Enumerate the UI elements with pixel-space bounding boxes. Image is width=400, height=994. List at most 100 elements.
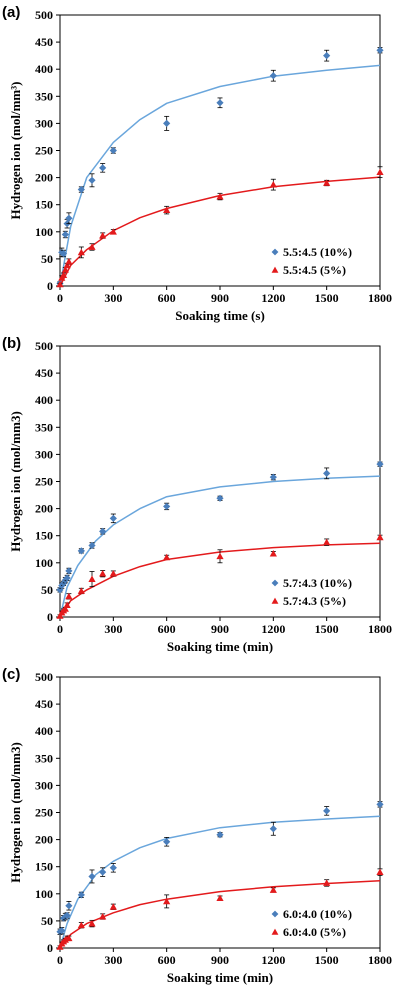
- data-point: [269, 72, 277, 80]
- data-point: [65, 214, 73, 222]
- series-1: [56, 460, 384, 618]
- data-point: [323, 179, 331, 186]
- y-tick-label: 150: [35, 860, 53, 874]
- x-tick-label: 1800: [368, 953, 392, 967]
- legend-entry: 5.7:4.3 (5%): [283, 594, 346, 608]
- data-point: [163, 502, 171, 511]
- data-point: [323, 469, 331, 477]
- data-point: [77, 248, 85, 256]
- panel-label: (b): [2, 335, 21, 352]
- data-point: [323, 538, 331, 546]
- y-tick-label: 300: [35, 778, 53, 792]
- data-point: [63, 261, 71, 269]
- data-point: [163, 897, 171, 905]
- data-point: [109, 514, 117, 522]
- data-point: [99, 570, 107, 577]
- chart-panel-3: (c) 0 50 100 150 200 250 300 350 400 450 500 0 300 600…: [2, 666, 392, 985]
- data-point: [88, 541, 96, 550]
- x-tick-label: 600: [158, 953, 176, 967]
- y-tick-label: 50: [41, 583, 53, 597]
- y-tick-label: 200: [35, 833, 53, 847]
- y-tick-label: 450: [35, 366, 53, 380]
- y-tick-label: 50: [41, 914, 53, 928]
- data-point: [77, 587, 85, 594]
- y-tick-label: 450: [35, 697, 53, 711]
- y-tick-label: 400: [35, 62, 53, 76]
- y-tick-label: 0: [47, 610, 53, 624]
- data-point: [269, 825, 277, 833]
- x-tick-label: 1800: [368, 622, 392, 636]
- data-point: [88, 176, 96, 184]
- data-point: [99, 164, 107, 172]
- data-point: [88, 575, 96, 582]
- y-tick-label: 0: [47, 941, 53, 955]
- x-tick-label: 600: [158, 291, 176, 305]
- y-tick-label: 350: [35, 751, 53, 765]
- fit-curve: [59, 64, 381, 287]
- y-tick-label: 300: [35, 116, 53, 130]
- y-tick-label: 100: [35, 556, 53, 570]
- y-tick-label: 0: [47, 279, 53, 293]
- data-point: [88, 920, 96, 927]
- y-tick-label: 500: [35, 670, 53, 684]
- y-tick-label: 200: [35, 502, 53, 516]
- y-tick-label: 450: [35, 35, 53, 49]
- data-point: [88, 872, 96, 881]
- legend-entry: 6.0:4.0 (10%): [283, 907, 352, 921]
- fit-curve: [59, 475, 381, 618]
- legend-marker: [271, 248, 279, 256]
- data-point: [56, 612, 64, 619]
- data-point: [109, 228, 117, 235]
- y-tick-label: 200: [35, 171, 53, 185]
- legend-entry: 5.7:4.3 (10%): [283, 576, 352, 590]
- series-2: [56, 533, 384, 619]
- data-point: [65, 902, 73, 910]
- legend-marker: [271, 928, 279, 935]
- data-point: [163, 553, 171, 561]
- data-point: [65, 934, 73, 942]
- data-point: [216, 192, 224, 200]
- y-tick-label: 100: [35, 887, 53, 901]
- data-point: [56, 280, 64, 288]
- y-axis-label: Hydrogen ion (mol/mm3): [8, 411, 23, 552]
- data-point: [216, 894, 224, 902]
- y-tick-label: 250: [35, 806, 53, 820]
- data-point: [109, 864, 117, 872]
- fit-curve: [59, 815, 381, 949]
- data-point: [63, 911, 71, 920]
- x-tick-label: 1500: [315, 291, 339, 305]
- data-point: [376, 46, 384, 54]
- y-tick-label: 250: [35, 144, 53, 158]
- y-tick-label: 400: [35, 724, 53, 738]
- data-point: [269, 886, 277, 893]
- chart-panel-1: (a) 0 50 100 150 200 250 300 350 400 450 500 0 300 600…: [2, 4, 392, 323]
- data-point: [88, 243, 96, 250]
- data-point: [376, 460, 384, 468]
- x-tick-label: 0: [57, 622, 63, 636]
- data-point: [376, 800, 384, 808]
- y-tick-label: 350: [35, 89, 53, 103]
- x-tick-label: 600: [158, 622, 176, 636]
- legend-entry: 6.0:4.0 (5%): [283, 925, 346, 939]
- y-tick-label: 250: [35, 475, 53, 489]
- x-tick-label: 1800: [368, 291, 392, 305]
- y-tick-label: 50: [41, 252, 53, 266]
- data-point: [109, 903, 117, 910]
- data-point: [99, 912, 107, 920]
- data-point: [216, 494, 224, 502]
- data-point: [61, 605, 69, 612]
- y-axis-label: Hydrogen ion (mol/mm3): [8, 742, 23, 883]
- x-tick-label: 0: [57, 953, 63, 967]
- x-tick-label: 300: [104, 291, 122, 305]
- data-point: [59, 249, 68, 258]
- legend-entry: 5.5:4.5 (5%): [283, 263, 346, 277]
- y-tick-label: 150: [35, 529, 53, 543]
- x-tick-label: 300: [104, 622, 122, 636]
- x-axis-label: Soaking time (min): [167, 970, 273, 985]
- data-point: [163, 119, 171, 127]
- x-tick-label: 900: [211, 953, 229, 967]
- data-point: [323, 807, 331, 815]
- fit-curve: [59, 542, 381, 618]
- data-point: [109, 570, 117, 577]
